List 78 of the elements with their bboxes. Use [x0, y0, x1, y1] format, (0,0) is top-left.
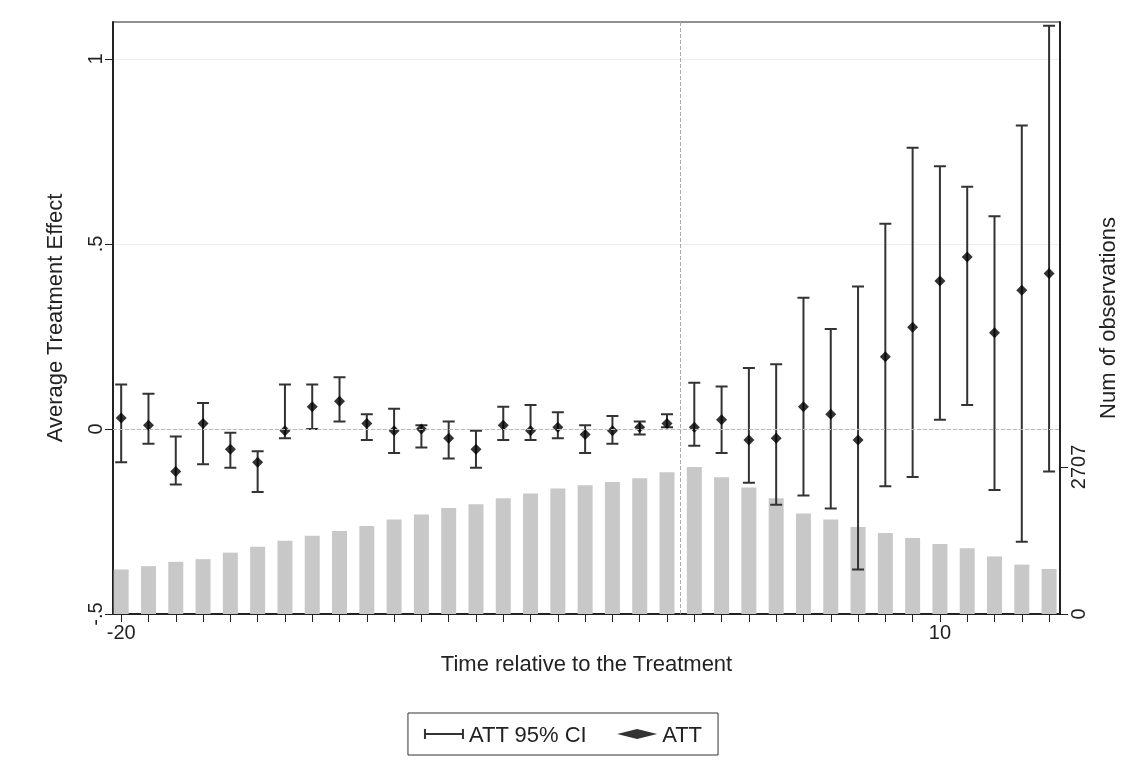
bar [441, 508, 457, 614]
point [989, 327, 1000, 339]
point [170, 466, 182, 478]
point [879, 351, 891, 363]
y-tick-label: .5 [84, 235, 106, 253]
bar [877, 533, 893, 614]
point [224, 443, 236, 455]
point [825, 408, 837, 420]
bar [959, 548, 975, 614]
bar [550, 488, 566, 614]
y2-axis-title: Num of observations [1094, 217, 1120, 419]
bar [850, 527, 866, 614]
point [688, 421, 700, 433]
point [142, 419, 154, 431]
bar [932, 543, 948, 614]
bar [577, 485, 593, 614]
bar [468, 504, 484, 614]
bar [741, 487, 757, 614]
point [743, 434, 755, 446]
point [716, 414, 728, 426]
point [197, 417, 209, 429]
y-axis-title: Average Treatment Effect [41, 193, 67, 443]
bar [768, 498, 784, 614]
bar [332, 530, 348, 614]
bar [359, 526, 375, 614]
point [443, 432, 455, 444]
point [552, 421, 564, 433]
bar [1014, 564, 1030, 614]
bar [495, 498, 511, 614]
point [334, 395, 346, 407]
legend-label: ATT [662, 721, 703, 747]
bar [823, 519, 839, 614]
point [361, 417, 373, 429]
bar [140, 566, 156, 614]
point [770, 432, 782, 444]
bar [277, 540, 293, 614]
point [1016, 284, 1028, 296]
y-tick-label: 0 [84, 423, 106, 435]
y2-tick-label: 2707 [1067, 444, 1089, 490]
text: ATT 95% CI [468, 721, 587, 747]
bar [168, 561, 184, 614]
bar [795, 513, 811, 614]
point [961, 251, 973, 263]
point [579, 429, 591, 441]
bar [987, 556, 1002, 614]
point [497, 419, 509, 431]
bar [604, 482, 620, 614]
point [606, 425, 618, 437]
bar [250, 546, 266, 614]
point [852, 434, 864, 446]
bar [413, 514, 429, 614]
point [1043, 268, 1055, 280]
bar [523, 493, 539, 614]
bar [195, 559, 211, 614]
x-tick-label: 10 [928, 621, 952, 643]
bar [905, 537, 921, 614]
bar [222, 552, 238, 614]
point [661, 417, 673, 429]
point [907, 321, 919, 333]
y-tick-label: 1 [84, 53, 106, 65]
y2-tick-label: 0 [1067, 608, 1089, 620]
y-tick-label: -.5 [84, 602, 106, 626]
point [797, 401, 809, 413]
bar [659, 472, 675, 614]
bar [386, 519, 402, 614]
x-tick-label: -20 [106, 621, 136, 643]
point [525, 425, 537, 437]
point [934, 275, 946, 287]
bar [113, 569, 129, 614]
bar [1041, 568, 1057, 614]
point [115, 412, 127, 424]
point [306, 401, 318, 413]
bar [714, 477, 730, 614]
bar [686, 466, 702, 614]
bar [304, 535, 320, 614]
x-axis-title: Time relative to the Treatment [440, 650, 733, 676]
point [252, 456, 264, 468]
bar [632, 478, 648, 614]
